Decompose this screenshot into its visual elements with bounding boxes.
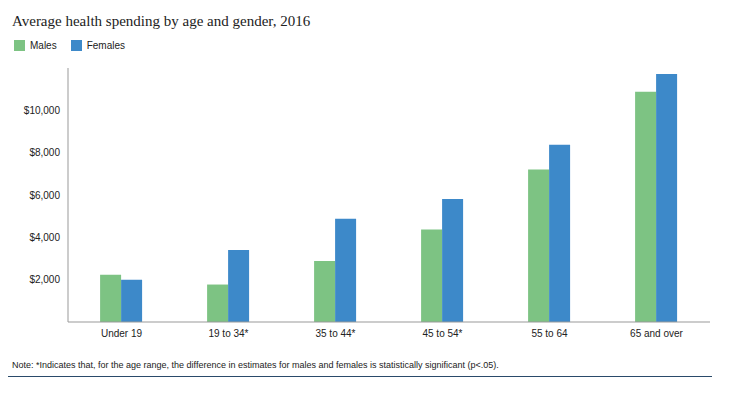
svg-text:$8,000: $8,000 [29,147,60,158]
svg-text:45 to 54*: 45 to 54* [422,328,462,339]
svg-text:$10,000: $10,000 [24,105,61,116]
svg-text:$2,000: $2,000 [29,274,60,285]
svg-text:35 to 44*: 35 to 44* [315,328,355,339]
svg-text:19 to 34*: 19 to 34* [208,328,248,339]
svg-text:65 and over: 65 and over [630,328,683,339]
html-text:Females: Females [86,39,125,51]
svg-text:$4,000: $4,000 [29,232,60,243]
html-text:Males: Males [30,39,57,51]
svg-text:$6,000: $6,000 [29,190,60,201]
svg-text:55 to 64: 55 to 64 [531,328,568,339]
svg-text:Under 19: Under 19 [101,328,143,339]
html-text:Note: *Indicates that, for the: Note: *Indicates that, for the age range… [12,360,499,370]
html-text:Average health spending by age: Average health spending by age and gende… [12,13,311,29]
